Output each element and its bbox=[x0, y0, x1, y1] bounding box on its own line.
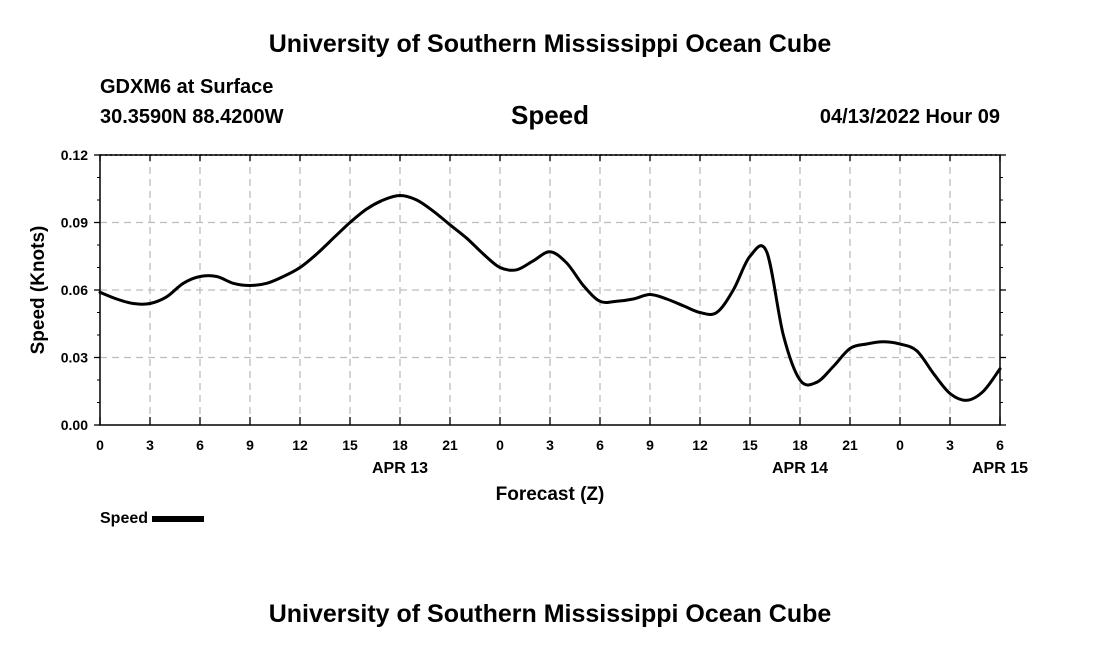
x-tick-label: 15 bbox=[342, 437, 358, 453]
x-tick-label: 0 bbox=[496, 437, 504, 453]
x-tick-label: 0 bbox=[96, 437, 104, 453]
x-tick-label: 9 bbox=[646, 437, 654, 453]
x-tick-label: 21 bbox=[442, 437, 458, 453]
legend-line-swatch bbox=[152, 515, 205, 522]
x-tick-label: 6 bbox=[196, 437, 204, 453]
speed-series-line bbox=[98, 194, 1002, 402]
x-tick-label: 6 bbox=[996, 437, 1004, 453]
x-tick-label: 12 bbox=[292, 437, 308, 453]
x-tick-label: 3 bbox=[546, 437, 554, 453]
legend: Speed bbox=[100, 510, 205, 528]
chart-title: Speed bbox=[510, 100, 590, 130]
x-tick-label: 6 bbox=[596, 437, 604, 453]
grid-lines bbox=[100, 155, 1000, 425]
date-label: APR 13 bbox=[372, 460, 428, 477]
x-tick-label: 18 bbox=[392, 437, 408, 453]
x-tick-label: 18 bbox=[792, 437, 808, 453]
x-tick-label: 3 bbox=[146, 437, 154, 453]
coordinates-label: 30.3590N 88.4200W bbox=[100, 106, 284, 128]
x-tick-label: 9 bbox=[246, 437, 254, 453]
x-tick-label: 3 bbox=[946, 437, 954, 453]
chart-title-bottom: University of Southern Mississippi Ocean… bbox=[268, 600, 832, 628]
y-tick-label: 0.06 bbox=[61, 282, 88, 298]
x-tick-label: 0 bbox=[896, 437, 904, 453]
x-tick-label: 21 bbox=[842, 437, 858, 453]
forecast-date-label: 04/13/2022 Hour 09 bbox=[819, 106, 1000, 128]
y-axis-title: Speed (Knots) bbox=[28, 226, 49, 355]
station-label: GDXM6 at Surface bbox=[100, 76, 274, 98]
y-tick-label: 0.09 bbox=[61, 215, 88, 231]
date-labels: APR 13 APR 14 APR 15 bbox=[372, 460, 1028, 477]
y-tick-label: 0.12 bbox=[61, 147, 88, 163]
date-label: APR 14 bbox=[772, 460, 828, 477]
plot-frame bbox=[99, 154, 1001, 426]
y-tick-label: 0.00 bbox=[61, 417, 88, 433]
x-tick-labels: 0 3 6 9 12 15 18 21 0 3 6 9 12 15 18 21 0 3 6 bbox=[96, 437, 1004, 453]
x-tick-label: 15 bbox=[742, 437, 758, 453]
y-tick-labels: 0.00 0.03 0.06 0.09 0.12 bbox=[61, 147, 88, 433]
legend-label: Speed bbox=[100, 510, 149, 527]
x-tick-label: 12 bbox=[692, 437, 708, 453]
chart-title-top: University of Southern Mississippi Ocean… bbox=[268, 30, 832, 58]
y-tick-label: 0.03 bbox=[61, 350, 88, 366]
x-axis-title: Forecast (Z) bbox=[496, 484, 605, 505]
date-label: APR 15 bbox=[972, 460, 1028, 477]
